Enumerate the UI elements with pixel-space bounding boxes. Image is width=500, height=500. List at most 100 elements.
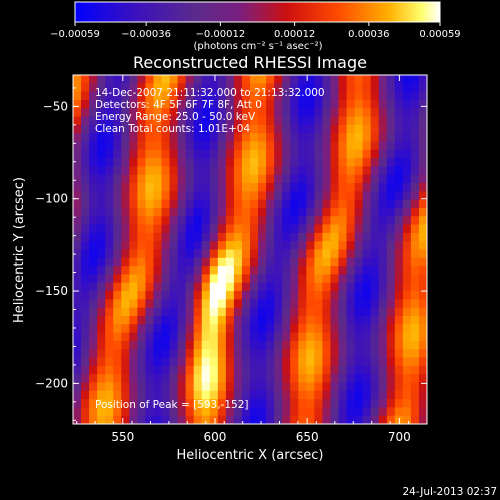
heatmap-cell: [282, 174, 291, 184]
heatmap-cell: [306, 266, 315, 276]
heatmap-cell: [266, 149, 275, 159]
heatmap-cell: [97, 124, 106, 134]
heatmap-cell: [282, 249, 291, 259]
heatmap-cell: [81, 315, 90, 325]
heatmap-cell: [258, 183, 267, 192]
heatmap-cell: [177, 133, 187, 143]
heatmap-cell: [370, 299, 380, 309]
heatmap-cell: [338, 99, 348, 109]
heatmap-cell: [378, 75, 388, 84]
heatmap-cell: [193, 349, 203, 359]
heatmap-cell: [418, 207, 427, 217]
heatmap-cell: [161, 191, 171, 201]
heatmap-cell: [322, 307, 332, 317]
heatmap-cell: [314, 232, 324, 242]
heatmap-cell: [314, 75, 324, 84]
heatmap-cell: [274, 340, 283, 350]
heatmap-cell: [282, 357, 291, 367]
heatmap-cell: [418, 99, 427, 109]
heatmap-cell: [378, 91, 388, 101]
heatmap-cell: [282, 390, 291, 400]
heatmap-cell: [402, 282, 412, 292]
heatmap-cell: [354, 349, 364, 359]
heatmap-cell: [410, 390, 420, 400]
heatmap-cell: [113, 407, 122, 417]
heatmap-cell: [418, 108, 427, 118]
heatmap-cell: [201, 349, 211, 359]
heatmap-cell: [258, 407, 267, 417]
heatmap-cell: [73, 399, 82, 408]
heatmap-cell: [97, 91, 106, 101]
heatmap-cell: [89, 149, 98, 159]
heatmap-cell: [346, 232, 356, 242]
heatmap-cell: [161, 399, 171, 408]
heatmap-cell: [177, 382, 187, 392]
heatmap-cell: [402, 174, 412, 184]
heatmap-cell: [129, 207, 138, 217]
heatmap-cell: [290, 349, 299, 359]
heatmap-cell: [81, 99, 90, 109]
heatmap-cell: [354, 75, 364, 84]
heatmap-cell: [121, 399, 130, 408]
heatmap-cell: [225, 399, 235, 408]
heatmap-cell: [330, 257, 340, 267]
heatmap-cell: [386, 249, 396, 259]
heatmap-cell: [410, 307, 420, 317]
heatmap-cell: [193, 83, 203, 93]
heatmap-cell: [370, 224, 380, 234]
heatmap-cell: [258, 149, 267, 159]
heatmap-cell: [410, 340, 420, 350]
heatmap-cell: [89, 174, 98, 184]
heatmap-cell: [258, 374, 267, 384]
heatmap-cell: [105, 249, 114, 259]
heatmap-cell: [201, 224, 211, 234]
heatmap-cell: [233, 357, 243, 367]
heatmap-cell: [89, 158, 98, 168]
heatmap-cell: [266, 257, 275, 267]
heatmap-cell: [129, 307, 138, 317]
heatmap-cell: [386, 149, 396, 159]
heatmap-cell: [209, 249, 219, 259]
heatmap-cell: [241, 141, 251, 151]
heatmap-cell: [137, 282, 147, 292]
heatmap-cell: [129, 91, 138, 101]
heatmap-cell: [121, 415, 130, 424]
heatmap-cell: [89, 390, 98, 400]
heatmap-cell: [250, 274, 259, 284]
heatmap-cell: [97, 191, 106, 201]
heatmap-cell: [258, 307, 267, 317]
heatmap-cell: [338, 291, 348, 300]
heatmap-cell: [298, 399, 307, 408]
heatmap-cell: [217, 241, 227, 251]
heatmap-cell: [225, 415, 235, 424]
heatmap-cell: [153, 266, 163, 276]
heatmap-cell: [394, 124, 404, 134]
heatmap-cell: [129, 257, 138, 267]
heatmap-cell: [217, 299, 227, 309]
heatmap-cell: [105, 257, 114, 267]
heatmap-cell: [193, 216, 203, 226]
heatmap-cell: [418, 91, 427, 101]
heatmap-cell: [193, 332, 203, 342]
heatmap-cell: [402, 349, 412, 359]
heatmap-cell: [153, 415, 163, 424]
heatmap-cell: [370, 415, 380, 424]
heatmap-cell: [81, 158, 90, 168]
heatmap-cell: [282, 183, 291, 192]
heatmap-cell: [113, 124, 122, 134]
x-axis-label: Heliocentric X (arcsec): [177, 448, 324, 463]
heatmap-cell: [410, 324, 420, 334]
heatmap-cell: [105, 191, 114, 201]
heatmap-cell: [362, 257, 372, 267]
heatmap-cell: [354, 299, 364, 309]
heatmap-cell: [282, 365, 291, 375]
heatmap-cell: [137, 349, 147, 359]
heatmap-cell: [233, 207, 243, 217]
heatmap-cell: [298, 282, 307, 292]
heatmap-cell: [225, 133, 235, 143]
heatmap-cell: [314, 291, 324, 300]
heatmap-cell: [177, 399, 187, 408]
x-tick-label: 600: [204, 430, 227, 444]
heatmap-cell: [193, 307, 203, 317]
heatmap-cell: [394, 249, 404, 259]
